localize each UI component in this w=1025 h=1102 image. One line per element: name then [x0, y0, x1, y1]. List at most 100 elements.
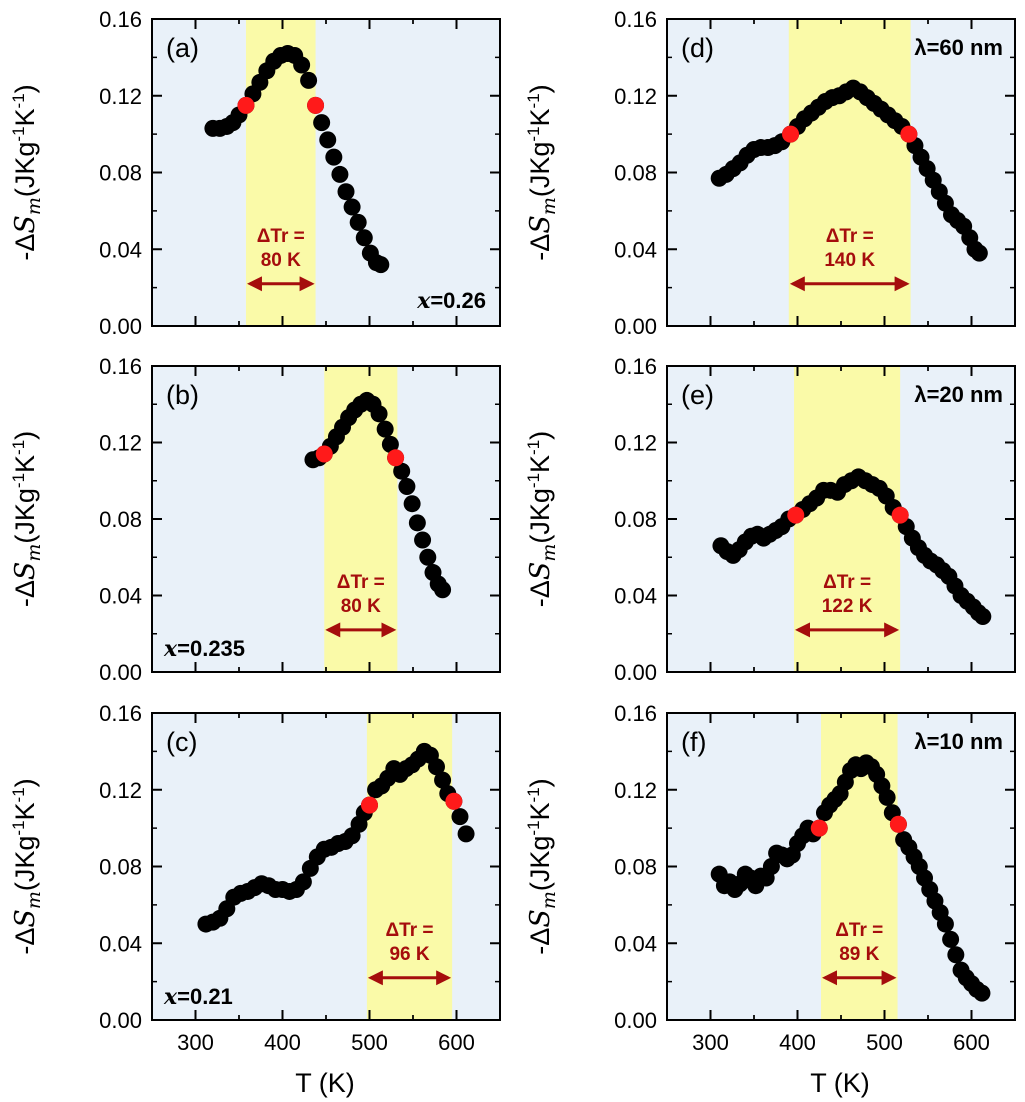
data-point [398, 477, 416, 495]
delta-t-value: 80 K [261, 250, 301, 271]
y-tick-label: 0.00 [99, 660, 142, 685]
y-tick-label: 0.00 [99, 1008, 142, 1033]
panel-label: (d) [681, 33, 714, 63]
panel-annotation: λ=60 nm [914, 35, 1003, 60]
data-point [414, 531, 432, 549]
y-tick-label: 0.08 [99, 161, 142, 186]
data-point [457, 825, 475, 843]
data-point [300, 71, 318, 89]
data-point [393, 462, 411, 480]
data-point [319, 131, 337, 149]
y-tick-label: 0.12 [614, 431, 657, 456]
data-point [294, 873, 312, 891]
delta-t-label: ΔTr = [337, 572, 385, 593]
boundary-point [307, 96, 325, 114]
y-tick-label: 0.16 [99, 701, 142, 726]
chart-panel-e: 0.00 0.04 0.08 0.12 0.16 (e) λ=20 nm ΔTr = 122 K [614, 354, 1016, 685]
panel-label: (f) [681, 727, 706, 757]
series-points [710, 754, 991, 1002]
delta-t-label: ΔTr = [386, 920, 434, 941]
data-point [343, 198, 361, 216]
x-tick-label: 500 [866, 1030, 903, 1055]
y-tick-label: 0.08 [99, 855, 142, 880]
x-tick-label: 400 [779, 1030, 816, 1055]
data-point [337, 183, 355, 201]
panel-label: (a) [166, 33, 199, 63]
boundary-point [445, 792, 463, 810]
boundary-point [237, 96, 255, 114]
plot-background [152, 19, 500, 326]
y-tick-label: 0.16 [614, 354, 657, 379]
y-axis-title: -ΔSm(JKg-1K-1) [9, 431, 45, 607]
chart-panel-c: 0.00 0.04 0.08 0.12 0.16 300 400 500 600 (c) x=0.2… [99, 701, 501, 1055]
highlight-band [794, 366, 901, 672]
y-axis-title: -ΔSm(JKg-1K-1) [524, 84, 560, 260]
boundary-point [787, 506, 805, 524]
data-point [936, 915, 954, 933]
chart-panel-f: 0.00 0.04 0.08 0.12 0.16 300 400 500 600 (f) λ=10 … [614, 701, 1016, 1055]
data-point [331, 165, 349, 183]
y-tick-label: 0.00 [614, 1008, 657, 1033]
y-tick-label: 0.00 [99, 314, 142, 339]
y-tick-label: 0.12 [99, 431, 142, 456]
data-point [434, 581, 452, 599]
data-point [434, 771, 452, 789]
data-point [970, 244, 988, 262]
x-tick-label: 400 [264, 1030, 301, 1055]
delta-t-label: ΔTr = [823, 572, 871, 593]
y-tick-label: 0.12 [614, 84, 657, 109]
data-point [427, 758, 445, 776]
data-point [408, 514, 426, 532]
panel-label: (e) [681, 380, 714, 410]
y-tick-label: 0.08 [614, 161, 657, 186]
data-point [947, 946, 965, 964]
chart-panel-a: 0.00 0.04 0.08 0.12 0.16 (a) x=0.26 ΔTr = 80 K [99, 7, 501, 339]
boundary-point [889, 815, 907, 833]
series-points [197, 742, 475, 933]
boundary-point [891, 506, 909, 524]
y-tick-label: 0.08 [614, 507, 657, 532]
y-axis-title: -ΔSm(JKg-1K-1) [524, 431, 560, 607]
boundary-point [315, 445, 333, 463]
boundary-point [900, 125, 918, 143]
data-point [381, 435, 399, 453]
y-axis-titles: -ΔSm(JKg-1K-1) -ΔSm(JKg-1K-1) -ΔSm(JKg-1K-… [9, 84, 560, 954]
panel-annotation: λ=10 nm [914, 729, 1003, 754]
delta-t-value: 122 K [822, 596, 873, 617]
panel-annotation: x=0.235 [163, 636, 245, 662]
data-point [370, 405, 388, 423]
y-tick-label: 0.16 [99, 354, 142, 379]
data-point [942, 930, 960, 948]
data-point [293, 56, 311, 74]
data-point [973, 984, 991, 1002]
delta-t-label: ΔTr = [257, 226, 305, 247]
panel-label: (c) [166, 727, 197, 757]
x-tick-label: 500 [351, 1030, 388, 1055]
data-point [376, 420, 394, 438]
chart-panel-d: 0.00 0.04 0.08 0.12 0.16 (d) λ=60 nm ΔTr = 140 K [614, 7, 1016, 339]
data-point [419, 548, 437, 566]
data-point [762, 858, 780, 875]
y-tick-label: 0.08 [99, 507, 142, 532]
data-point [974, 608, 992, 626]
y-tick-label: 0.12 [99, 778, 142, 803]
data-point [355, 229, 373, 247]
boundary-point [782, 125, 800, 143]
boundary-point [387, 449, 405, 467]
y-tick-label: 0.00 [614, 660, 657, 685]
y-tick-label: 0.16 [99, 7, 142, 32]
y-tick-label: 0.04 [99, 237, 142, 262]
y-tick-label: 0.04 [614, 584, 657, 609]
data-point [878, 788, 896, 806]
delta-t-value: 140 K [824, 250, 875, 271]
data-point [325, 148, 343, 166]
y-tick-label: 0.16 [614, 701, 657, 726]
panel-annotation: x=0.26 [416, 288, 486, 314]
data-point [349, 213, 367, 231]
delta-t-label: ΔTr = [826, 226, 874, 247]
x-tick-label: 300 [692, 1030, 729, 1055]
y-tick-label: 0.12 [614, 778, 657, 803]
boundary-point [361, 796, 378, 814]
y-axis-title: -ΔSm(JKg-1K-1) [524, 778, 560, 954]
